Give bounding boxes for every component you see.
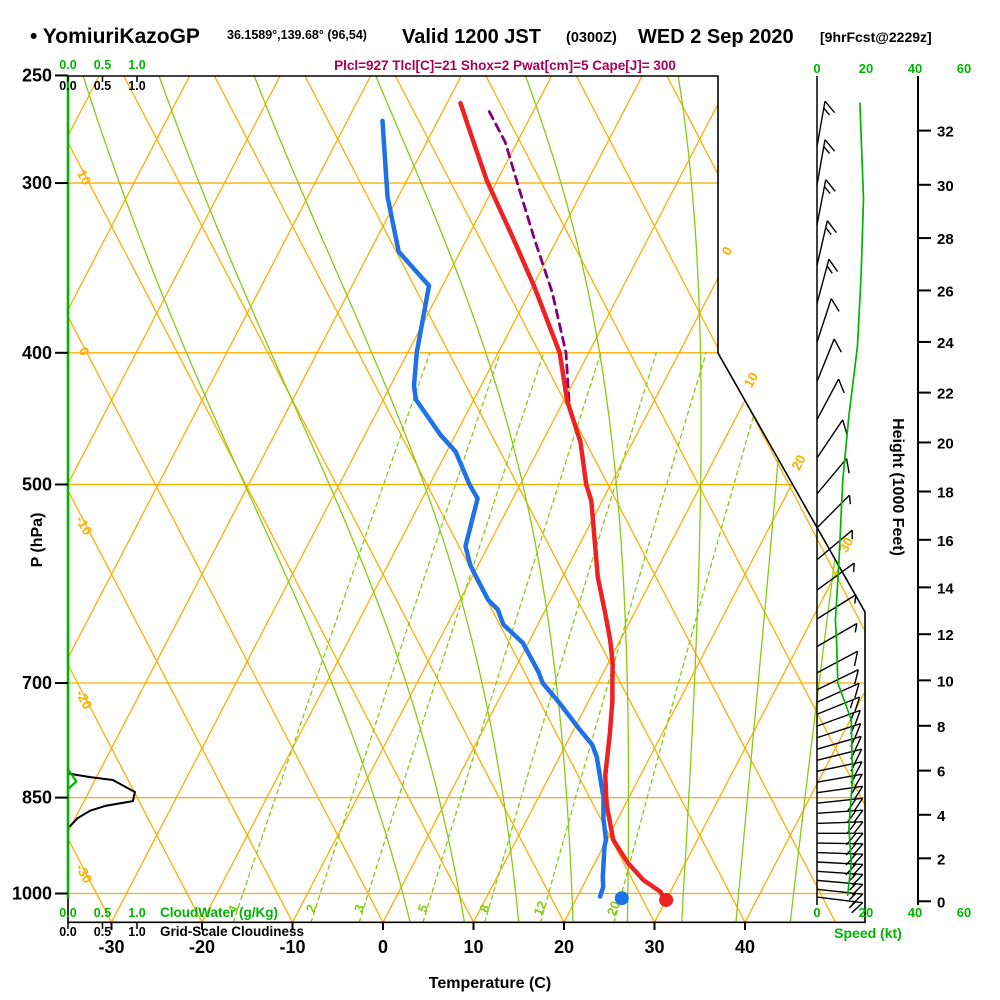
wind-speed-curve <box>834 102 865 897</box>
svg-text:0: 0 <box>813 61 820 76</box>
svg-text:10: 10 <box>937 673 954 690</box>
svg-text:20: 20 <box>554 937 574 957</box>
svg-text:30: 30 <box>937 178 954 195</box>
svg-text:-20: -20 <box>189 937 215 957</box>
surface-dewpoint-dot <box>614 891 629 906</box>
svg-text:6: 6 <box>937 764 945 781</box>
svg-text:20: 20 <box>937 435 954 452</box>
pressure-axis-labels: 250 300 400 500 700 850 1000 <box>12 65 68 904</box>
svg-text:1.0: 1.0 <box>128 58 145 72</box>
skewt-grid <box>68 76 865 923</box>
svg-text:4: 4 <box>937 808 946 825</box>
svg-text:1.0: 1.0 <box>128 79 145 93</box>
height-axis-title: Height (1000 Feet) <box>889 418 906 556</box>
svg-text:22: 22 <box>937 386 954 403</box>
svg-text:0.5: 0.5 <box>94 925 111 939</box>
svg-text:12: 12 <box>530 899 549 918</box>
page-title-forecast: [9hrFcst@2229z] <box>820 29 932 45</box>
svg-text:20: 20 <box>859 905 873 920</box>
svg-text:300: 300 <box>22 173 52 193</box>
page-title-station: • YomiuriKazoGP <box>30 25 200 48</box>
svg-text:0.5: 0.5 <box>94 906 111 920</box>
svg-text:1.0: 1.0 <box>128 925 145 939</box>
svg-text:12: 12 <box>937 627 954 644</box>
page-title-coords: 36.1589°,139.68° (96,54) <box>227 28 367 42</box>
svg-text:0.5: 0.5 <box>94 79 111 93</box>
dewpoint-curve <box>380 118 609 899</box>
temperature-axis-labels: -30 -20 -10 0 10 20 30 40 <box>98 922 755 957</box>
svg-text:250: 250 <box>22 65 52 85</box>
svg-text:0.0: 0.0 <box>59 925 76 939</box>
svg-text:0.0: 0.0 <box>59 58 76 72</box>
svg-text:60: 60 <box>957 905 971 920</box>
parcel-curve <box>485 106 571 403</box>
svg-text:16: 16 <box>937 533 954 550</box>
svg-text:60: 60 <box>957 61 971 76</box>
svg-text:-10: -10 <box>73 513 95 537</box>
cloudwater-scale-title: CloudWater (g/Kg) <box>160 905 278 920</box>
svg-text:0: 0 <box>378 937 388 957</box>
svg-text:28: 28 <box>937 231 954 248</box>
svg-text:10: 10 <box>74 167 94 187</box>
moist-adiabat-grid <box>82 76 865 923</box>
svg-text:40: 40 <box>735 937 755 957</box>
sounding-params-line: Plcl=927 Tlcl[C]=21 Shox=2 Pwat[cm]=5 Ca… <box>334 58 676 73</box>
svg-text:0.5: 0.5 <box>94 58 111 72</box>
svg-text:1000: 1000 <box>12 884 52 904</box>
svg-text:0: 0 <box>76 345 93 359</box>
svg-text:-30: -30 <box>98 937 124 957</box>
svg-text:10: 10 <box>741 370 761 390</box>
surface-temperature-dot <box>659 892 674 907</box>
svg-text:0: 0 <box>719 244 736 258</box>
cloud-scale-labels: 0.0 0.0 0.0 0.0 0.5 0.5 0.5 0.5 1.0 1.0 1.0 1.0 <box>59 58 145 939</box>
svg-text:0.0: 0.0 <box>59 906 76 920</box>
page-title-date: WED 2 Sep 2020 <box>638 26 794 48</box>
svg-text:26: 26 <box>937 283 954 300</box>
temperature-curve <box>458 100 668 903</box>
svg-text:14: 14 <box>937 580 954 597</box>
svg-text:10: 10 <box>463 937 483 957</box>
svg-text:24: 24 <box>937 335 954 352</box>
svg-text:20: 20 <box>859 61 873 76</box>
svg-text:32: 32 <box>937 124 954 141</box>
temperature-axis-title: Temperature (C) <box>429 975 551 992</box>
svg-text:400: 400 <box>22 343 52 363</box>
svg-text:700: 700 <box>22 673 52 693</box>
svg-text:20: 20 <box>789 452 809 472</box>
svg-text:2: 2 <box>937 851 945 868</box>
svg-text:-10: -10 <box>279 937 305 957</box>
svg-text:0: 0 <box>937 894 945 911</box>
svg-text:18: 18 <box>937 485 954 502</box>
svg-text:40: 40 <box>908 61 922 76</box>
speed-axis-title: Speed (kt) <box>834 925 902 941</box>
svg-text:30: 30 <box>644 937 664 957</box>
svg-text:1.0: 1.0 <box>128 906 145 920</box>
svg-text:0.0: 0.0 <box>59 79 76 93</box>
cloudiness-curve <box>67 772 136 828</box>
svg-text:500: 500 <box>22 474 52 494</box>
generated-chart-layers: 1 2 3 5 8 12 200102030100-10-20-30250300400500… <box>12 58 971 957</box>
svg-text:40: 40 <box>908 905 922 920</box>
cloudiness-scale-title: Grid-Scale Cloudiness <box>160 924 304 939</box>
svg-text:850: 850 <box>22 788 52 808</box>
svg-text:8: 8 <box>937 719 945 736</box>
mixing-ratio-grid <box>232 352 773 923</box>
page-title-zulu: (0300Z) <box>566 30 617 46</box>
svg-text:-30: -30 <box>73 861 95 885</box>
cloud-water-curve <box>66 768 78 791</box>
pressure-axis-title: P (hPa) <box>29 513 46 568</box>
wind-barbs <box>816 76 864 914</box>
svg-text:0: 0 <box>813 905 820 920</box>
page-title-valid: Valid 1200 JST <box>402 26 541 48</box>
svg-text:-20: -20 <box>73 687 95 711</box>
plot-frame <box>66 75 866 924</box>
